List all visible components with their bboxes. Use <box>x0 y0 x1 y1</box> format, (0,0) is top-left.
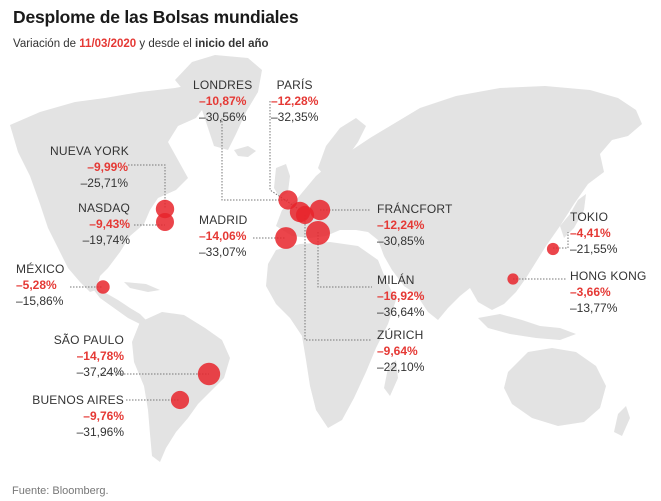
ytd-change: –19,74% <box>82 233 130 247</box>
day-change: –3,66% <box>570 285 611 299</box>
bubble-madrid <box>275 227 297 249</box>
subtitle-prefix: Variación de <box>13 38 80 50</box>
iceland <box>234 146 256 157</box>
day-change: –9,64% <box>377 344 418 358</box>
day-change: –14,78% <box>76 349 124 363</box>
leader-line-tokio <box>553 232 569 249</box>
africa <box>266 242 396 428</box>
indonesia <box>478 314 576 340</box>
day-change: –16,92% <box>377 289 425 303</box>
ytd-change: –32,35% <box>271 110 319 124</box>
ytd-change: –36,64% <box>377 305 425 319</box>
chart-subtitle: Variación de 11/03/2020 y desde el inici… <box>13 38 269 50</box>
subtitle-suffix: inicio del año <box>195 38 269 50</box>
leader-line-londres <box>221 118 288 201</box>
british-isles <box>274 164 290 198</box>
ytd-change: –13,77% <box>570 301 618 315</box>
city-name: PARÍS <box>276 78 313 92</box>
city-name: LONDRES <box>193 78 253 92</box>
day-change: –9,99% <box>87 160 128 174</box>
city-name: NUEVA YORK <box>50 144 129 158</box>
land-masses <box>10 55 642 462</box>
day-change: –14,06% <box>199 229 247 243</box>
city-name: BUENOS AIRES <box>32 393 124 407</box>
bubble-sao-paulo <box>197 362 221 386</box>
bubble-nasdaq <box>156 213 174 231</box>
scandinavia <box>318 118 366 180</box>
market-label-hong-kong: HONG KONG –3,66% –13,77% <box>570 268 646 316</box>
north-america <box>10 80 235 292</box>
new-zealand <box>614 406 630 436</box>
day-change: –4,41% <box>570 226 611 240</box>
city-name: TOKIO <box>570 210 609 224</box>
market-label-nueva-york: NUEVA YORK –9,99% –25,71% <box>50 143 129 191</box>
market-label-paris: PARÍS –12,28% –32,35% <box>271 77 318 125</box>
ytd-change: –22,10% <box>377 360 425 374</box>
day-change: –5,28% <box>16 278 57 292</box>
market-label-mexico: MÉXICO –5,28% –15,86% <box>16 261 65 309</box>
subtitle-middle: y desde el <box>136 38 196 50</box>
market-label-sao-paulo: SÃO PAULO –14,78% –37,24% <box>36 332 124 380</box>
city-name: NASDAQ <box>78 201 130 215</box>
central-america <box>90 285 146 324</box>
eurasia <box>276 86 642 320</box>
source-note: Fuente: Bloomberg. <box>12 485 109 497</box>
greenland <box>175 55 262 150</box>
market-label-londres: LONDRES –10,87% –30,56% <box>193 77 252 125</box>
ytd-change: –30,85% <box>377 234 425 248</box>
city-name: MADRID <box>199 213 248 227</box>
ytd-change: –30,56% <box>199 110 247 124</box>
bubble-milan <box>306 221 330 245</box>
bubble-zurich <box>295 205 315 225</box>
chart-title: Desplome de las Bolsas mundiales <box>13 7 299 27</box>
ytd-change: –33,07% <box>199 245 247 259</box>
day-change: –9,43% <box>89 217 130 231</box>
bubble-nueva-york <box>155 199 175 219</box>
bubble-francfort <box>309 199 331 221</box>
market-bubbles <box>96 190 560 410</box>
bubble-tokio <box>546 242 560 256</box>
ytd-change: –31,96% <box>76 425 124 439</box>
market-label-madrid: MADRID –14,06% –33,07% <box>199 212 248 260</box>
subtitle-date: 11/03/2020 <box>79 38 137 50</box>
leader-line-milan <box>317 232 372 288</box>
bubble-mexico <box>96 280 110 294</box>
market-label-nasdaq: NASDAQ –9,43% –19,74% <box>60 200 130 248</box>
ytd-change: –37,24% <box>76 365 124 379</box>
day-change: –10,87% <box>199 94 247 108</box>
market-label-zurich: ZÚRICH –9,64% –22,10% <box>377 327 424 375</box>
city-name: SÃO PAULO <box>53 333 124 347</box>
madagascar <box>384 360 398 396</box>
ytd-change: –21,55% <box>570 242 618 256</box>
city-name: HONG KONG <box>570 269 647 283</box>
south-america <box>132 312 230 462</box>
city-name: MILÁN <box>377 273 415 287</box>
market-label-francfort: FRÁNCFORT –12,24% –30,85% <box>377 201 453 249</box>
leader-line-nueva-york <box>128 164 166 208</box>
city-name: MÉXICO <box>16 262 65 276</box>
bubble-hong-kong <box>507 273 519 285</box>
day-change: –12,24% <box>377 218 425 232</box>
market-label-milan: MILÁN –16,92% –36,64% <box>377 272 424 320</box>
city-name: ZÚRICH <box>377 328 424 342</box>
caribbean <box>124 282 160 292</box>
bubble-buenos-aires <box>170 390 190 410</box>
day-change: –9,76% <box>83 409 124 423</box>
market-label-tokio: TOKIO –4,41% –21,55% <box>570 209 617 257</box>
australia <box>504 348 606 426</box>
ytd-change: –25,71% <box>80 176 128 190</box>
ytd-change: –15,86% <box>16 294 64 308</box>
day-change: –12,28% <box>271 94 319 108</box>
city-name: FRÁNCFORT <box>377 202 453 216</box>
japan <box>560 194 586 238</box>
market-label-buenos-aires: BUENOS AIRES –9,76% –31,96% <box>24 392 124 440</box>
